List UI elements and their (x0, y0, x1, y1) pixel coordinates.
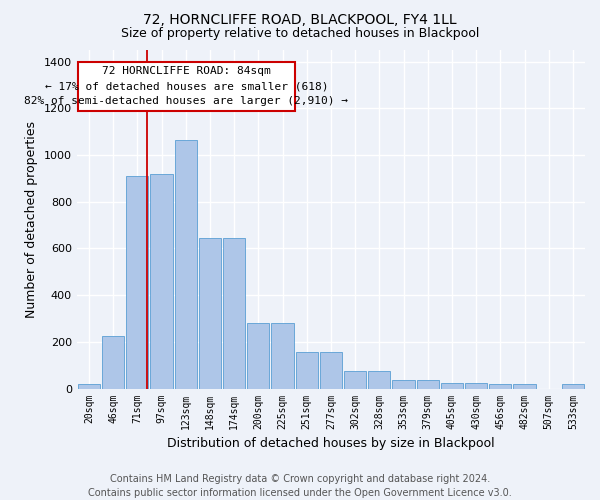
Bar (271, 323, 293, 388)
Bar (78, 62, 295, 110)
Text: 72 HORNCLIFFE ROAD: 84sqm
← 17% of detached houses are smaller (618)
82% of semi: 72 HORNCLIFFE ROAD: 84sqm ← 17% of detac… (25, 66, 349, 106)
Bar (344, 371, 366, 388)
Bar (151, 174, 173, 388)
Text: Contains HM Land Registry data © Crown copyright and database right 2024.
Contai: Contains HM Land Registry data © Crown c… (88, 474, 512, 498)
Bar (368, 371, 391, 388)
X-axis label: Distribution of detached houses by size in Blackpool: Distribution of detached houses by size … (167, 437, 495, 450)
Y-axis label: Number of detached properties: Number of detached properties (25, 121, 38, 318)
Text: 72, HORNCLIFFE ROAD, BLACKPOOL, FY4 1LL: 72, HORNCLIFFE ROAD, BLACKPOOL, FY4 1LL (143, 12, 457, 26)
Bar (175, 140, 197, 388)
Bar (416, 380, 439, 388)
Bar (514, 384, 536, 388)
Bar (465, 382, 487, 388)
Bar (489, 384, 511, 388)
Bar (78, 384, 100, 388)
Text: Size of property relative to detached houses in Blackpool: Size of property relative to detached ho… (121, 28, 479, 40)
Bar (102, 336, 124, 388)
Bar (247, 323, 269, 388)
Bar (441, 382, 463, 388)
Bar (199, 238, 221, 388)
Bar (126, 176, 148, 388)
Bar (562, 384, 584, 388)
Bar (320, 352, 342, 388)
Bar (296, 352, 318, 388)
Bar (223, 238, 245, 388)
Bar (392, 380, 415, 388)
